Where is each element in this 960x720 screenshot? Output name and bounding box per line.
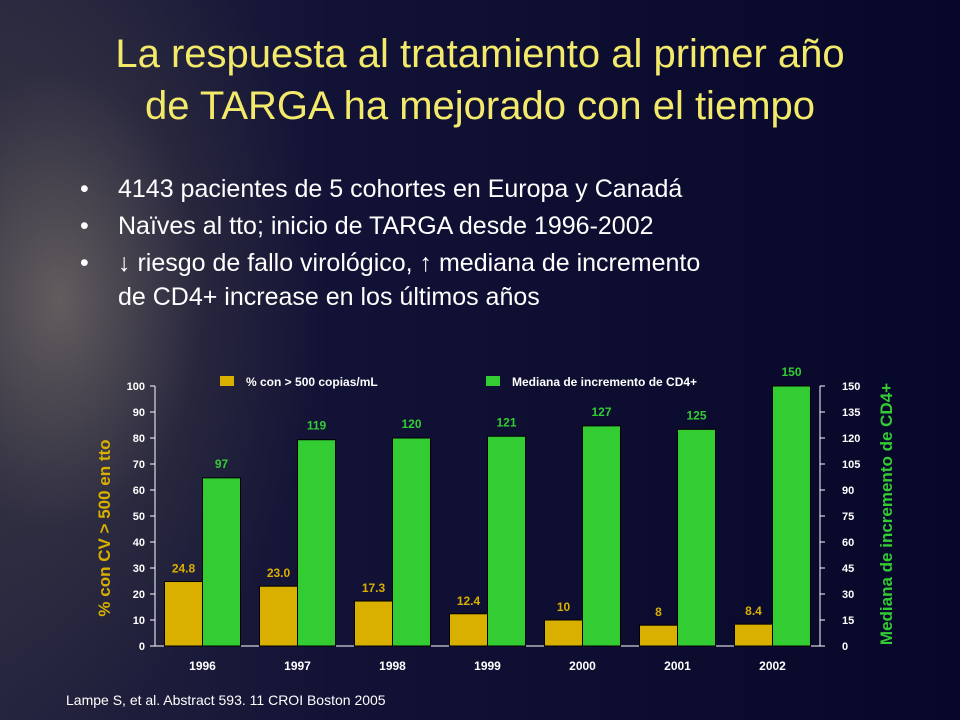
legend-swatch <box>486 376 500 386</box>
bullet-marker: • <box>80 175 89 203</box>
bullet-text-line-2: de CD4+ increase en los últimos años <box>118 283 540 311</box>
bar-cd4-increase <box>487 435 526 647</box>
bullet-list: • 4143 pacientes de 5 cohortes en Europa… <box>80 172 920 317</box>
y2-tick-label: 105 <box>842 459 860 471</box>
y-tick-label: 10 <box>133 615 145 627</box>
chart-legend: % con > 500 copias/mL Mediana de incremen… <box>220 375 697 389</box>
x-tick-label: 1998 <box>379 659 406 673</box>
bar-viral-load <box>259 585 298 647</box>
y-axis-title: % con CV > 500 en tto <box>95 439 114 616</box>
bar-viral-load-label: 8 <box>655 605 662 619</box>
bar-cd4-increase <box>772 385 811 647</box>
bar-cd4-increase-label: 121 <box>496 415 516 429</box>
bar-viral-load-label: 24.8 <box>172 562 196 576</box>
bar-cd4-increase-label: 127 <box>591 405 611 419</box>
y-tick-label: 100 <box>127 381 145 393</box>
bullet-item: • 4143 pacientes de 5 cohortes en Europa… <box>80 172 920 206</box>
bar-cd4-increase-label: 125 <box>686 408 706 422</box>
bar-viral-load <box>734 623 773 647</box>
y-tick-label: 70 <box>133 459 145 471</box>
bar-viral-load-label: 8.4 <box>745 604 762 618</box>
bar-cd4-increase <box>202 477 241 647</box>
bar-cd4-increase-label: 97 <box>215 457 229 471</box>
bar-cd4-increase <box>582 425 621 647</box>
bullet-item: • ↓ riesgo de fallo virológico, ↑ median… <box>80 246 920 314</box>
bullet-marker: • <box>80 212 89 240</box>
title-line-1: La respuesta al tratamiento al primer añ… <box>115 32 845 76</box>
y2-tick-label: 75 <box>842 511 854 523</box>
chart-axes: 0 10 20 30 40 50 60 70 80 90 100 0 15 30 45 60 75 90 105 12… <box>127 381 861 673</box>
bar-viral-load-label: 12.4 <box>457 594 481 608</box>
bar-viral-load <box>354 600 393 647</box>
bar-viral-load <box>639 624 678 647</box>
y2-tick-label: 0 <box>842 641 848 653</box>
bar-cd4-increase-label: 120 <box>401 417 421 431</box>
title-line-2: de TARGA ha mejorado con el tiempo <box>145 84 815 128</box>
bar-viral-load <box>164 581 203 647</box>
bullet-marker: • <box>80 249 89 277</box>
bar-cd4-increase-label: 150 <box>781 365 801 379</box>
slide-title: La respuesta al tratamiento al primer añ… <box>20 28 940 132</box>
bar-cd4-increase <box>392 437 431 647</box>
y-tick-label: 50 <box>133 511 145 523</box>
y2-axis-title: Mediana de incremento de CD4+ <box>877 383 896 645</box>
citation: Lampe S, et al. Abstract 593. 11 CROI Bo… <box>66 692 386 708</box>
bullet-text-line-1: ↓ riesgo de fallo virológico, ↑ mediana … <box>118 249 701 277</box>
bar-cd4-increase-label: 119 <box>307 419 327 433</box>
bullet-text: 4143 pacientes de 5 cohortes en Europa y… <box>118 175 683 203</box>
y-tick-label: 60 <box>133 485 145 497</box>
y-tick-label: 30 <box>133 563 145 575</box>
chart-bars: 24.8 97 23.0 119 17.3 120 12.4 121 10 127 8 125 8.4 1… <box>164 365 811 647</box>
legend-label: % con > 500 copias/mL <box>246 375 378 389</box>
y-tick-label: 90 <box>133 407 145 419</box>
y2-tick-label: 135 <box>842 407 860 419</box>
y2-tick-label: 60 <box>842 537 854 549</box>
y2-tick-label: 120 <box>842 433 860 445</box>
y-tick-label: 20 <box>133 589 145 601</box>
y-tick-label: 0 <box>139 641 145 653</box>
bar-viral-load-label: 17.3 <box>362 581 386 595</box>
bar-cd4-increase <box>297 439 336 647</box>
bullet-text: Naïves al tto; inicio de TARGA desde 199… <box>118 212 654 240</box>
legend-label: Mediana de incremento de CD4+ <box>512 375 697 389</box>
bar-viral-load-label: 23.0 <box>267 566 291 580</box>
y2-tick-label: 150 <box>842 381 860 393</box>
bar-viral-load <box>449 613 488 647</box>
x-tick-label: 2000 <box>569 659 596 673</box>
bar-viral-load <box>544 619 583 647</box>
bullet-item: • Naïves al tto; inicio de TARGA desde 1… <box>80 209 920 243</box>
y-tick-label: 80 <box>133 433 145 445</box>
bar-cd4-increase <box>677 428 716 647</box>
bar-viral-load-label: 10 <box>557 600 571 614</box>
y2-tick-label: 45 <box>842 563 854 575</box>
x-tick-label: 1999 <box>474 659 501 673</box>
y2-tick-label: 30 <box>842 589 854 601</box>
x-tick-label: 1996 <box>189 659 216 673</box>
x-tick-label: 2002 <box>759 659 786 673</box>
y2-tick-label: 15 <box>842 615 854 627</box>
y-tick-label: 40 <box>133 537 145 549</box>
legend-swatch <box>220 376 234 386</box>
x-tick-label: 1997 <box>284 659 311 673</box>
x-tick-label: 2001 <box>664 659 691 673</box>
y2-tick-label: 90 <box>842 485 854 497</box>
